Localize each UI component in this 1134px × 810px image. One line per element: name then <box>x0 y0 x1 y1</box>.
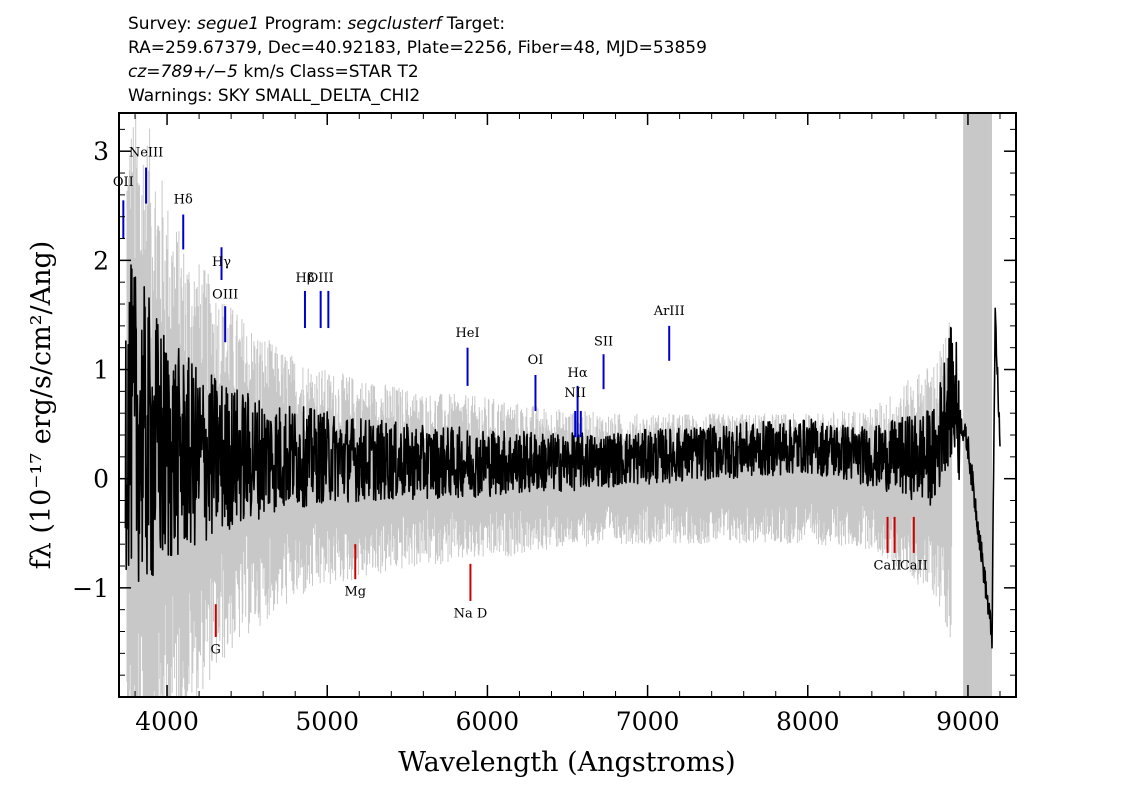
x-tick-label: 9000 <box>936 707 1000 736</box>
emission-label-h: Hδ <box>174 193 193 208</box>
emission-label-h: Hγ <box>212 255 231 270</box>
flux-series <box>124 264 1001 649</box>
y-tick-label: −1 <box>72 574 109 603</box>
survey-value: segue1 <box>197 14 260 34</box>
header-line-coordinates: RA=259.67379, Dec=40.92183, Plate=2256, … <box>128 38 707 58</box>
emission-label-oiii: OIII <box>212 288 238 303</box>
y-tick-label: 2 <box>93 246 109 275</box>
absorption-label-mg: Mg <box>344 584 366 599</box>
header-line-warnings: Warnings: SKY SMALL_DELTA_CHI2 <box>128 86 421 106</box>
absorption-label-g: G <box>211 642 221 657</box>
absorption-label-nad: Na D <box>454 606 488 621</box>
y-tick-label: 0 <box>93 465 109 494</box>
absorption-label-caii: CaII <box>900 558 928 573</box>
x-tick-label: 4000 <box>135 707 199 736</box>
emission-label-nii: NII <box>564 386 586 401</box>
program-value: segclusterf <box>347 14 442 34</box>
header-line-survey: Survey: segue1 Program: segclusterf Targ… <box>128 12 707 36</box>
class-value: km/s Class=STAR T2 <box>238 62 419 82</box>
x-tick-label: 7000 <box>616 707 680 736</box>
plot-frame <box>118 112 1017 698</box>
x-tick-label: 8000 <box>776 707 840 736</box>
y-axis-title: fλ (10⁻¹⁷ erg/s/cm²/Ang) <box>26 241 57 570</box>
absorption-label-caii: CaII <box>874 558 902 573</box>
emission-label-hei: HeI <box>455 326 479 341</box>
program-label: Program: <box>259 14 348 34</box>
emission-label-oi: OI <box>528 353 544 368</box>
emission-label-neiii: NeIII <box>129 146 163 161</box>
survey-label: Survey: <box>128 14 198 34</box>
emission-label-ariii: ArIII <box>653 304 685 319</box>
spectrum-header: Survey: segue1 Program: segclusterf Targ… <box>128 12 707 108</box>
x-tick-label: 6000 <box>456 707 520 736</box>
flux-line <box>124 264 1001 649</box>
emission-label-h: Hα <box>568 366 588 381</box>
emission-label-oiii: OIII <box>308 271 334 286</box>
header-line-redshift: cz=789+/−5 km/s Class=STAR T2 <box>128 60 707 84</box>
x-axis-title: Wavelength (Angstroms) <box>398 747 735 778</box>
emission-label-oii: OII <box>113 175 134 190</box>
x-tick-label: 5000 <box>295 707 359 736</box>
emission-label-h: Hβ <box>296 271 315 286</box>
spectral-line-markers: OIINeIIIHδHγOIIIHβOIIIHeIOINIIHαSIIArIII… <box>113 146 928 658</box>
y-tick-label: 1 <box>93 356 109 385</box>
axis-ticks: 4000 5000 6000 7000 8000 9000 −1 0 1 2 3 <box>72 113 1016 736</box>
y-tick-label: 3 <box>93 137 109 166</box>
emission-label-sii: SII <box>594 335 613 350</box>
redshift-value: cz=789+/−5 <box>128 62 238 82</box>
target-label: Target: <box>441 14 506 34</box>
